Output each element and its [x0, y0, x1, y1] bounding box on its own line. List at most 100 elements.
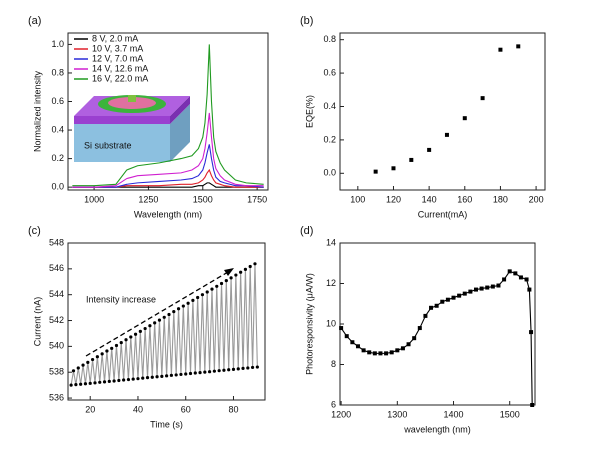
y-tick-label: 0.8	[323, 34, 336, 44]
data-line	[72, 182, 264, 188]
marker	[367, 350, 372, 355]
legend-label: 10 V, 3.7 mA	[92, 43, 143, 53]
marker	[462, 116, 467, 121]
marker	[231, 367, 236, 371]
x-tick-label: 40	[133, 404, 143, 414]
marker	[423, 313, 428, 318]
contact	[128, 95, 136, 102]
marker	[255, 365, 259, 369]
marker	[361, 348, 366, 353]
panel: (c) Time (s) Current (nA) 20 40 60 80 536 538 540…	[28, 225, 266, 429]
marker	[110, 346, 114, 350]
x-tick-label: 1500	[500, 409, 520, 419]
y-tick-label: 0.6	[323, 67, 336, 77]
y-axis-label: EQE(%)	[304, 95, 314, 128]
marker	[409, 157, 414, 162]
x-tick-label: 1300	[387, 409, 407, 419]
marker	[100, 352, 104, 356]
marker	[81, 363, 85, 367]
marker	[145, 376, 150, 380]
marker	[79, 382, 83, 386]
marker	[227, 368, 231, 372]
marker	[372, 351, 377, 356]
y-tick-label: 0.2	[51, 153, 64, 163]
marker	[90, 357, 95, 362]
x-tick-label: 160	[457, 194, 472, 204]
marker	[219, 281, 224, 286]
marker	[162, 315, 166, 319]
y-tick-label: 0.2	[323, 134, 336, 144]
marker	[490, 284, 495, 289]
marker	[105, 349, 109, 353]
y-tick-label: 536	[49, 392, 64, 402]
marker	[445, 297, 450, 302]
x-tick-label: 60	[181, 404, 191, 414]
marker	[186, 301, 190, 305]
plot-frame	[67, 32, 269, 191]
marker	[373, 169, 378, 174]
x-tick-label: 140	[422, 194, 437, 204]
y-tick-label: 540	[49, 341, 64, 351]
marker	[479, 286, 484, 291]
marker	[155, 375, 159, 379]
arrow-head	[224, 268, 234, 276]
marker	[193, 371, 197, 375]
marker	[176, 307, 181, 311]
marker	[150, 375, 154, 379]
x-tick-label: 1000	[84, 194, 104, 204]
x-tick-label: 1400	[444, 409, 464, 419]
y-tick-label: 0.0	[51, 182, 64, 192]
y-axis-label: Normalized intensity	[32, 70, 42, 152]
marker	[224, 279, 228, 283]
y-tick-label: 0.8	[51, 67, 64, 77]
marker	[169, 373, 173, 377]
y-tick-label: 1.0	[51, 39, 64, 49]
marker	[507, 269, 512, 274]
annotation: Si substrate	[84, 140, 132, 150]
legend-label: 14 V, 12.6 mA	[92, 63, 148, 73]
marker	[222, 368, 226, 372]
annotation: Intensity increase	[86, 294, 156, 304]
marker	[468, 289, 473, 294]
y-axis-label: Photoresponsivity (μA/W)	[304, 273, 314, 375]
y-tick-label: 0.6	[51, 96, 64, 106]
panel-label: (b)	[300, 15, 313, 27]
marker	[212, 369, 216, 373]
arrow-line	[85, 271, 229, 357]
marker	[241, 366, 245, 370]
marker	[516, 44, 521, 49]
marker	[485, 285, 490, 290]
marker	[200, 293, 205, 297]
y-tick-label: 10	[326, 318, 336, 328]
y-tick-label: 542	[49, 315, 64, 325]
marker	[124, 338, 128, 342]
marker	[480, 96, 485, 101]
marker	[417, 326, 422, 331]
arrow	[85, 268, 234, 357]
marker	[153, 321, 157, 325]
marker	[502, 277, 507, 282]
x-axis-label: Time (s)	[150, 419, 183, 429]
marker	[157, 318, 162, 322]
panel-label: (d)	[300, 225, 313, 237]
marker	[457, 293, 462, 298]
marker	[191, 298, 195, 302]
marker	[234, 273, 238, 277]
marker	[102, 380, 107, 384]
plot-frame	[67, 242, 266, 401]
panel: (a) Wavelength (nm) Normalized intensity 10…	[28, 15, 269, 219]
marker	[188, 371, 193, 376]
marker	[172, 310, 176, 314]
marker	[138, 329, 142, 333]
marker	[350, 340, 355, 345]
legend-label: 8 V, 2.0 mA	[92, 33, 138, 43]
x-axis-label: Wavelength (nm)	[134, 209, 202, 219]
y-tick-label: 538	[49, 367, 64, 377]
marker	[69, 383, 73, 387]
marker	[148, 324, 152, 328]
plot-frame	[339, 242, 536, 406]
marker	[71, 369, 76, 373]
marker	[496, 283, 501, 288]
marker	[131, 377, 135, 381]
marker	[355, 344, 360, 349]
